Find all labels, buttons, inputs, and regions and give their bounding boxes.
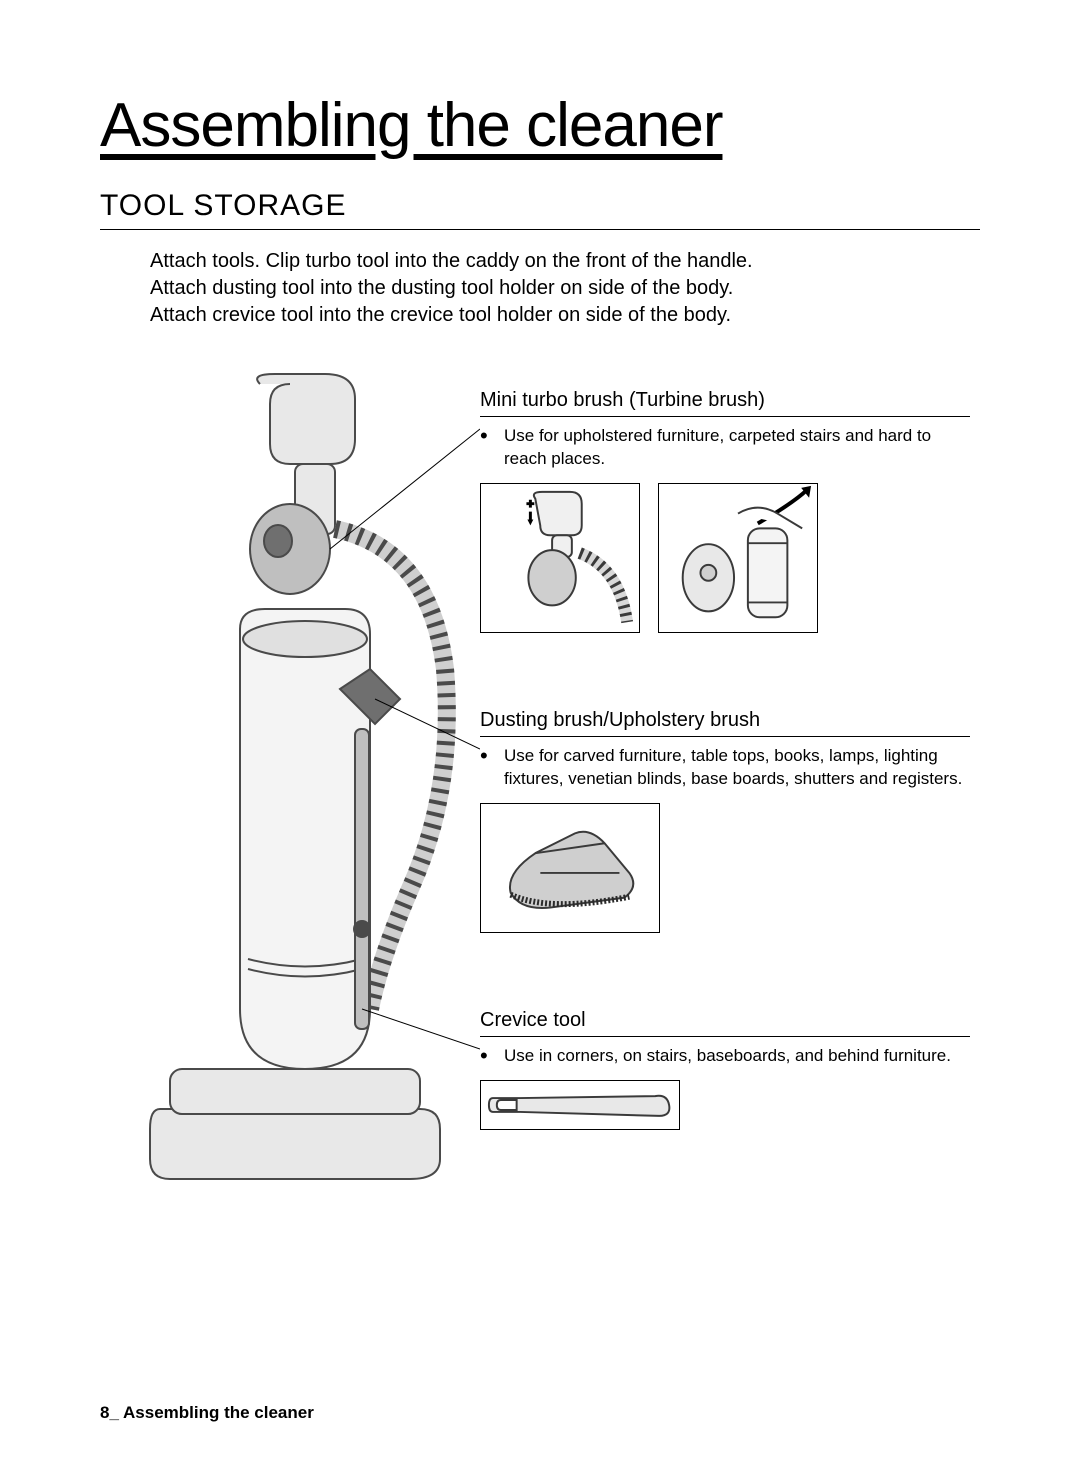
tool-bullet: • Use in corners, on stairs, baseboards,… xyxy=(480,1045,970,1068)
intro-line: Attach crevice tool into the crevice too… xyxy=(150,302,980,329)
tool-heading: Crevice tool xyxy=(480,1009,970,1037)
bullet-icon: • xyxy=(480,425,504,471)
tool-text: Use for upholstered furniture, carpeted … xyxy=(504,425,970,471)
tool-heading: Mini turbo brush (Turbine brush) xyxy=(480,389,970,417)
thumb-row xyxy=(480,1080,970,1130)
thumb-row xyxy=(480,803,970,933)
turbo-clip-thumb xyxy=(480,483,640,633)
thumb-row xyxy=(480,483,970,633)
turbo-remove-thumb xyxy=(658,483,818,633)
page-title: Assembling the cleaner xyxy=(100,90,980,161)
tool-block-turbo: Mini turbo brush (Turbine brush) • Use f… xyxy=(480,389,970,633)
bullet-icon: • xyxy=(480,745,504,791)
intro-line: Attach dusting tool into the dusting too… xyxy=(150,275,980,302)
content-area: Mini turbo brush (Turbine brush) • Use f… xyxy=(100,369,980,1249)
tool-text: Use in corners, on stairs, baseboards, a… xyxy=(504,1045,951,1068)
tool-block-crevice: Crevice tool • Use in corners, on stairs… xyxy=(480,1009,970,1130)
tool-text: Use for carved furniture, table tops, bo… xyxy=(504,745,970,791)
tool-block-dusting: Dusting brush/Upholstery brush • Use for… xyxy=(480,709,970,933)
intro-line: Attach tools. Clip turbo tool into the c… xyxy=(150,248,980,275)
tool-heading: Dusting brush/Upholstery brush xyxy=(480,709,970,737)
page-footer: 8_ Assembling the cleaner xyxy=(100,1403,314,1423)
dusting-thumb xyxy=(480,803,660,933)
tool-bullet: • Use for carved furniture, table tops, … xyxy=(480,745,970,791)
tool-bullet: • Use for upholstered furniture, carpete… xyxy=(480,425,970,471)
vacuum-illustration xyxy=(100,369,480,1229)
bullet-icon: • xyxy=(480,1045,504,1068)
intro-text: Attach tools. Clip turbo tool into the c… xyxy=(150,248,980,329)
crevice-thumb xyxy=(480,1080,680,1130)
section-heading: TOOL STORAGE xyxy=(100,189,980,230)
